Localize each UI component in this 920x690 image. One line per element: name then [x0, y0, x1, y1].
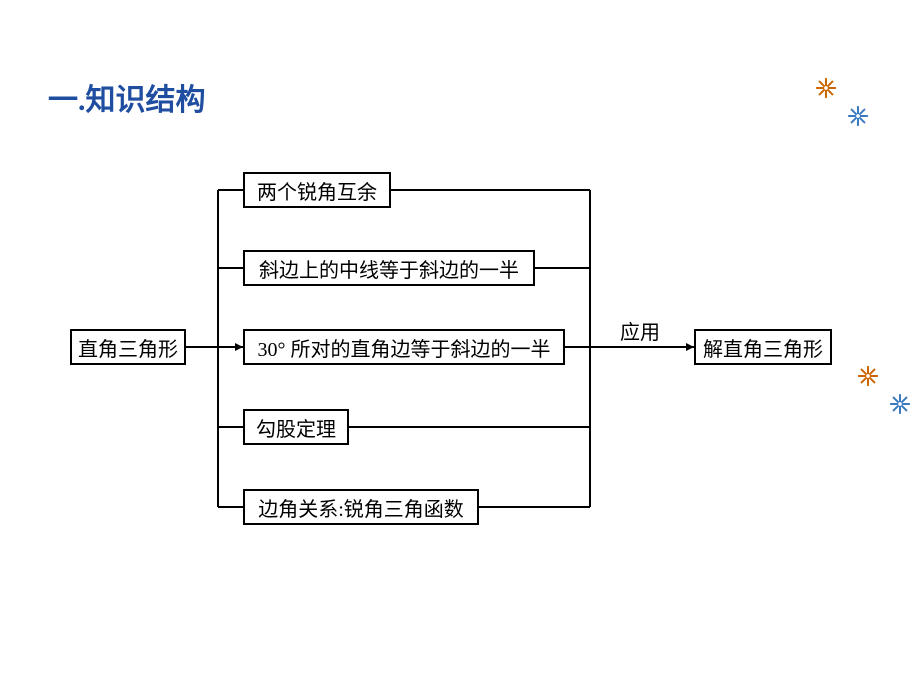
box-prop-3: 30° 所对的直角边等于斜边的一半 [243, 329, 565, 365]
section-title: 一.知识结构 [48, 75, 206, 119]
box-prop-4: 勾股定理 [243, 409, 349, 445]
sparkle-icon [815, 77, 837, 99]
sparkle-icon [857, 365, 879, 387]
box-prop-1: 两个锐角互余 [243, 172, 391, 208]
label-apply: 应用 [620, 316, 660, 345]
sparkle-icon [889, 393, 911, 415]
sparkle-icon [847, 105, 869, 127]
box-root: 直角三角形 [70, 329, 186, 365]
box-prop-5: 边角关系:锐角三角函数 [243, 489, 479, 525]
box-target: 解直角三角形 [694, 329, 832, 365]
box-prop-2: 斜边上的中线等于斜边的一半 [243, 250, 535, 286]
